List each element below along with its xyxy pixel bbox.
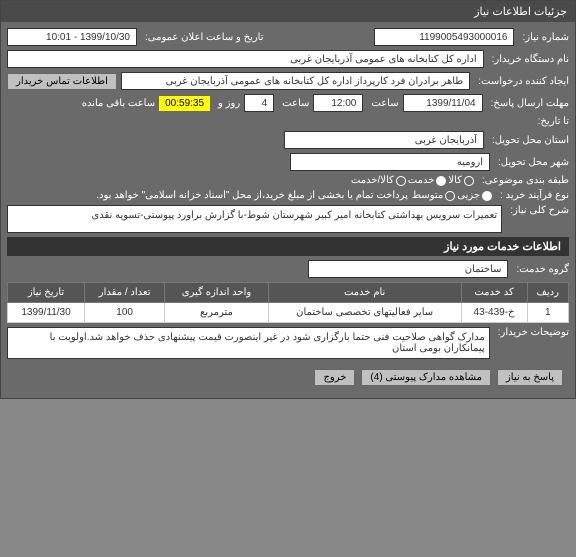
table-cell: 100: [85, 303, 165, 323]
service-group-field: ساختمان: [308, 260, 508, 278]
creator-label: ایجاد کننده درخواست:: [474, 76, 569, 87]
response-hour-field: 12:00: [313, 94, 363, 112]
buyer-notes-field: مدارک گواهی صلاحیت فنی حتما بارگزاری شود…: [7, 327, 490, 359]
buyer-notes-label: توضیحات خریدار:: [494, 327, 569, 338]
response-deadline-label: مهلت ارسال پاسخ:: [487, 98, 569, 109]
announce-datetime-label: تاریخ و ساعت اعلان عمومی:: [141, 32, 264, 43]
budget-option-1[interactable]: خدمت: [408, 175, 447, 186]
budget-option-2[interactable]: کالا/خدمت: [351, 175, 406, 186]
radio-label: کالا: [448, 175, 462, 186]
footer-buttons: پاسخ به نیاز مشاهده مدارک پیوستی (4) خرو…: [7, 363, 569, 392]
contact-info-button[interactable]: اطلاعات تماس خریدار: [7, 73, 117, 90]
response-date-field: 1399/11/04: [403, 94, 483, 112]
purchase-option-1[interactable]: متوسط: [412, 190, 455, 201]
need-number-field: 1199005493000016: [374, 28, 514, 46]
table-cell: سایر فعالیتهای تخصصی ساختمان: [268, 303, 461, 323]
attachments-button[interactable]: مشاهده مدارک پیوستی (4): [361, 369, 491, 386]
titlebar: جزئیات اطلاعات نیاز: [1, 1, 575, 22]
budget-radio-group: کالا خدمت کالا/خدمت: [351, 175, 474, 186]
table-row[interactable]: 1خ-439-43سایر فعالیتهای تخصصی ساختمانمتر…: [8, 303, 569, 323]
general-desc-label: شرح کلی نیاز:: [506, 205, 569, 216]
table-cell: 1: [527, 303, 568, 323]
org-name-label: نام دستگاه خریدار:: [488, 54, 569, 65]
days-left-field: 4: [244, 94, 274, 112]
purchase-note: پرداخت تمام یا بخشی از مبلغ خرید،از محل …: [7, 190, 408, 201]
table-cell: خ-439-43: [461, 303, 527, 323]
purchase-type-label: نوع فرآیند خرید :: [496, 190, 569, 201]
purchase-option-0[interactable]: جزیی: [457, 190, 492, 201]
city-field: ارومیه: [290, 153, 490, 171]
org-name-field: اداره کل کتابخانه های عمومی آذربایجان غر…: [7, 50, 484, 68]
main-window: جزئیات اطلاعات نیاز شماره نیاز: 11990054…: [0, 0, 576, 399]
table-header: تعداد / مقدار: [85, 283, 165, 303]
reply-button[interactable]: پاسخ به نیاز: [497, 369, 563, 386]
to-date-label: تا تاریخ:: [487, 116, 569, 127]
table-cell: مترمربع: [165, 303, 269, 323]
radio-label: متوسط: [412, 190, 443, 201]
remaining-label: ساعت باقی مانده: [78, 98, 155, 109]
exit-button[interactable]: خروج: [314, 369, 355, 386]
table-header: کد خدمت: [461, 283, 527, 303]
need-number-label: شماره نیاز:: [518, 32, 569, 43]
radio-dot-icon: [445, 191, 455, 201]
radio-dot-icon: [482, 191, 492, 201]
table-cell: 1399/11/30: [8, 303, 85, 323]
announce-datetime-field: 1399/10/30 - 10:01: [7, 28, 137, 46]
creator-field: طاهر برادران فرد کارپرداز اداره کل کتابخ…: [121, 72, 470, 90]
general-desc-field: تعمیرات سرویس بهداشتی کتابخانه امیر کبیر…: [7, 205, 502, 233]
service-info-header: اطلاعات خدمات مورد نیاز: [7, 237, 569, 256]
budget-class-label: طبقه بندی موضوعی:: [478, 175, 569, 186]
hour-label-1: ساعت: [367, 98, 398, 109]
table-header: ردیف: [527, 283, 568, 303]
radio-dot-icon: [436, 176, 446, 186]
radio-label: جزیی: [457, 190, 480, 201]
city-label: شهر محل تحویل:: [494, 157, 569, 168]
radio-label: کالا/خدمت: [351, 175, 394, 186]
radio-dot-icon: [396, 176, 406, 186]
table-header: نام خدمت: [268, 283, 461, 303]
services-table: ردیفکد خدمتنام خدمتواحد اندازه گیریتعداد…: [7, 282, 569, 323]
budget-option-0[interactable]: کالا: [448, 175, 474, 186]
table-header: واحد اندازه گیری: [165, 283, 269, 303]
table-header: تاریخ نیاز: [8, 283, 85, 303]
province-label: استان محل تحویل:: [488, 135, 569, 146]
day-label: روز و: [214, 98, 240, 109]
content-area: شماره نیاز: 1199005493000016 تاریخ و ساع…: [1, 22, 575, 398]
province-field: آذربایجان غربی: [284, 131, 484, 149]
hour-label-2: ساعت: [278, 98, 309, 109]
countdown-timer: 00:59:35: [159, 96, 210, 111]
radio-dot-icon: [464, 176, 474, 186]
purchase-radio-group: جزیی متوسط: [412, 190, 492, 201]
service-group-label: گروه خدمت:: [512, 264, 569, 275]
radio-label: خدمت: [408, 175, 435, 186]
